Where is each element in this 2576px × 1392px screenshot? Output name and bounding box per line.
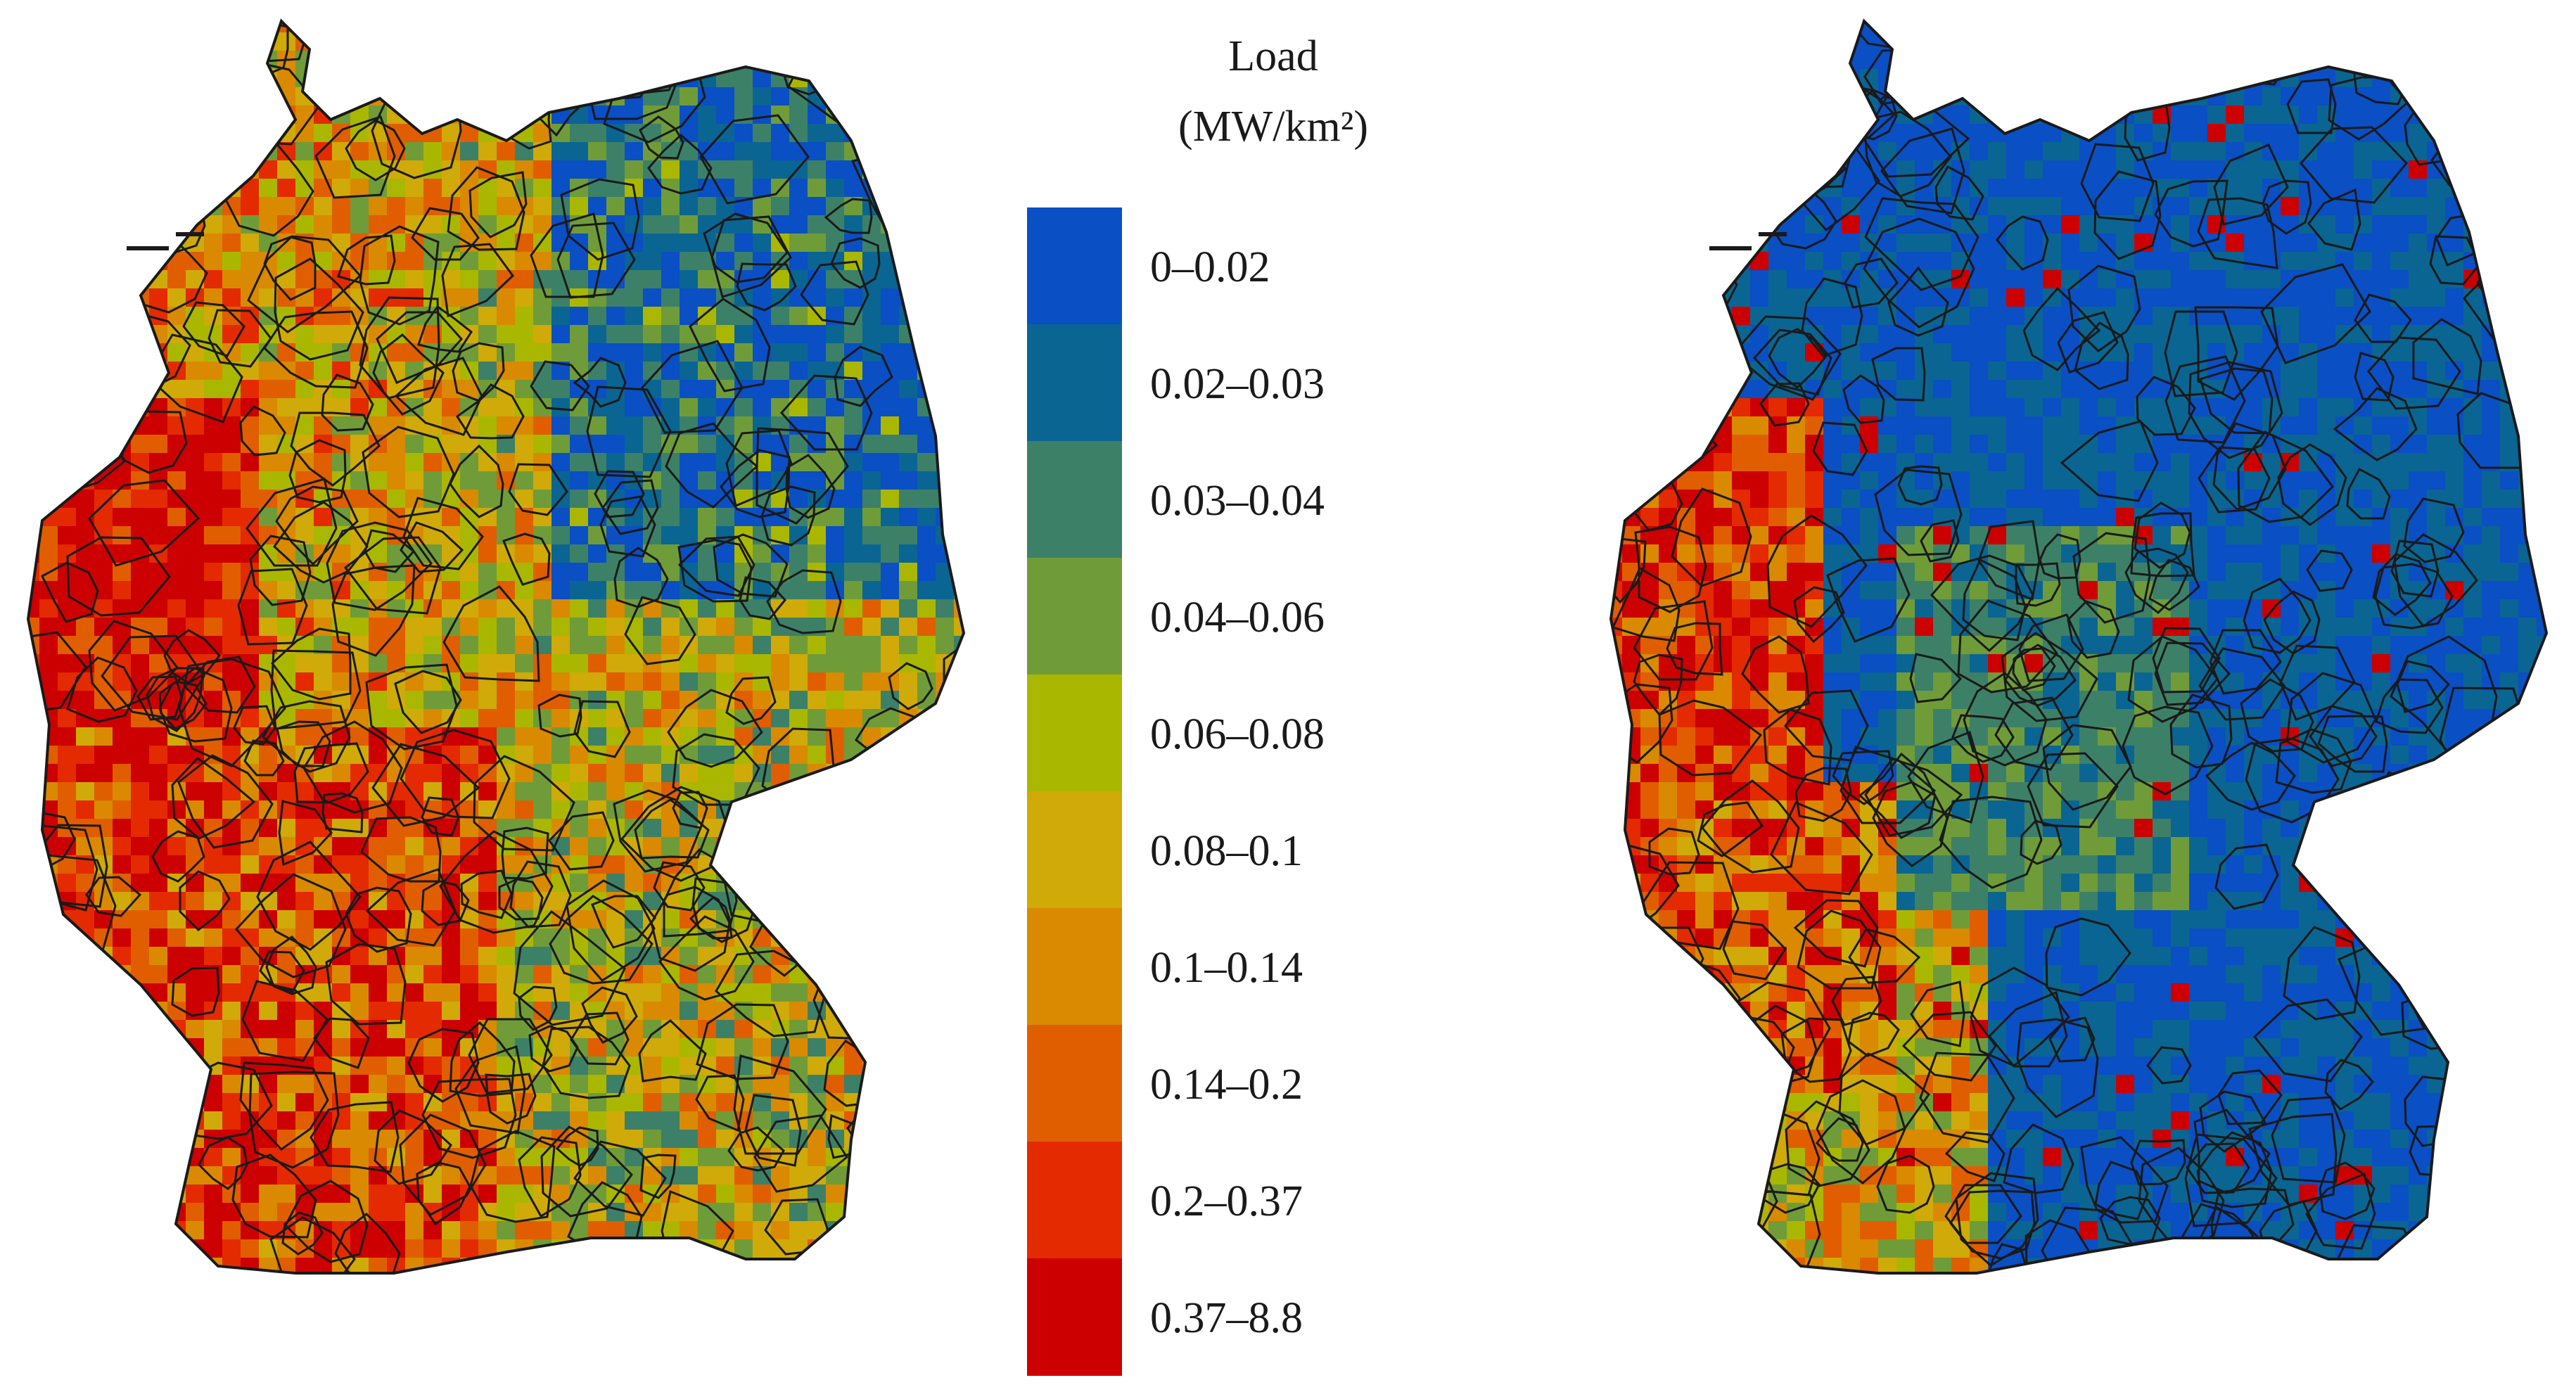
legend-swatch-0	[1027, 207, 1122, 325]
legend-unit: (MW/km²)	[1178, 103, 1368, 151]
north-sea-islands	[127, 232, 1787, 250]
legend-swatch-3	[1027, 558, 1122, 675]
legend-label-3: 0.04–0.06	[1150, 594, 1325, 641]
legend-label-0: 0–0.02	[1150, 243, 1270, 291]
legend-swatch-9	[1027, 1258, 1122, 1376]
legend-swatch-2	[1027, 441, 1122, 558]
legend-label-1: 0.02–0.03	[1150, 360, 1325, 408]
legend-swatch-1	[1027, 324, 1122, 442]
legend-swatches: 0–0.02 0.02–0.03 0.03–0.04 0.04–0.06 0.06–0.…	[1027, 207, 1325, 1376]
legend-swatch-7	[1027, 1025, 1122, 1142]
legend-label-4: 0.06–0.08	[1150, 710, 1325, 758]
right-map	[1611, 21, 2546, 1273]
left-map-outline	[26, 18, 966, 1275]
left-map	[28, 21, 964, 1273]
legend-swatch-8	[1027, 1142, 1122, 1259]
right-map-outline	[1609, 18, 2549, 1275]
legend-swatch-6	[1027, 908, 1122, 1026]
legend-label-6: 0.1–0.14	[1150, 944, 1303, 992]
legend: Load (MW/km²) 0–0.02 0.02–0.03 0.03–0.04 0.…	[1027, 32, 1368, 1376]
legend-swatch-4	[1027, 675, 1122, 792]
legend-label-2: 0.03–0.04	[1150, 477, 1325, 525]
legend-label-5: 0.08–0.1	[1150, 827, 1303, 875]
legend-title: Load	[1228, 32, 1318, 80]
legend-label-7: 0.14–0.2	[1150, 1061, 1303, 1109]
legend-label-8: 0.2–0.37	[1150, 1177, 1303, 1225]
legend-swatch-5	[1027, 791, 1122, 909]
legend-label-9: 0.37–8.8	[1150, 1294, 1303, 1342]
